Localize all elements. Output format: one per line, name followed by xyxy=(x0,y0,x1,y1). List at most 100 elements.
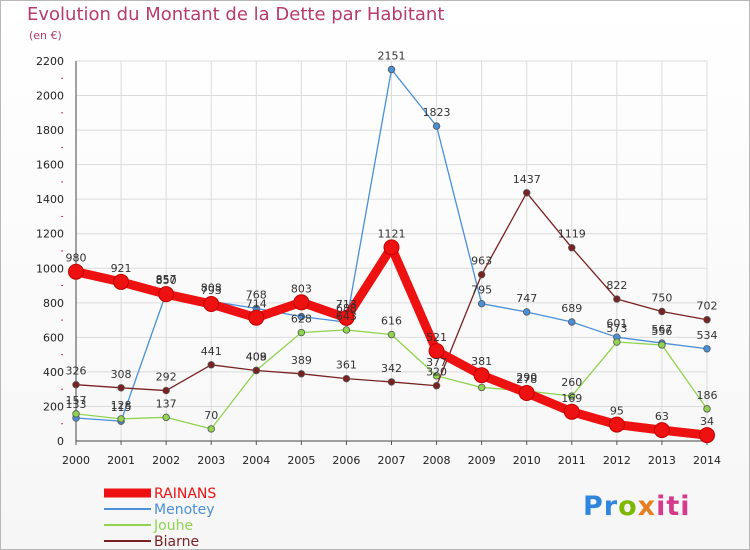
data-label: 803 xyxy=(291,282,312,295)
x-tick-label: 2009 xyxy=(468,454,496,467)
data-label: 408 xyxy=(246,351,267,364)
data-point xyxy=(203,296,220,313)
y-tick-label: 200 xyxy=(43,400,64,413)
data-point xyxy=(432,382,441,390)
legend-label: Menotey xyxy=(154,502,215,518)
y-tick-label: 2000 xyxy=(36,90,64,103)
y-tick-label: 800 xyxy=(43,297,64,310)
data-point xyxy=(613,295,621,303)
data-label: 290 xyxy=(516,371,537,384)
data-point xyxy=(252,366,260,375)
data-point xyxy=(117,415,125,423)
y-tick-label: 1800 xyxy=(36,124,64,137)
data-point xyxy=(653,422,670,439)
data-point xyxy=(207,361,215,369)
data-label: 157 xyxy=(66,394,87,407)
y-tick-label: 1000 xyxy=(36,262,64,275)
data-point xyxy=(703,345,711,353)
data-label: 628 xyxy=(291,313,312,326)
x-tick-label: 2012 xyxy=(603,454,631,467)
data-label: 1121 xyxy=(378,227,406,240)
data-label: 2151 xyxy=(378,49,406,62)
y-tick-label: 1600 xyxy=(36,159,64,172)
data-point xyxy=(428,343,445,360)
data-point xyxy=(293,294,310,311)
data-label: 260 xyxy=(561,376,582,389)
data-point xyxy=(518,384,535,401)
x-tick-label: 2010 xyxy=(513,454,541,467)
data-label: 980 xyxy=(66,252,87,265)
data-point xyxy=(703,405,711,413)
chart-title: Evolution du Montant de la Dette par Hab… xyxy=(27,4,445,25)
data-point xyxy=(432,122,441,130)
data-point xyxy=(162,386,170,395)
data-point xyxy=(383,239,400,256)
y-tick-label: 1200 xyxy=(36,228,64,241)
data-point xyxy=(477,270,486,279)
data-point xyxy=(703,316,711,324)
data-point xyxy=(568,392,576,400)
data-label: 795 xyxy=(471,284,492,297)
logo-part-1: Pr xyxy=(583,491,619,522)
x-tick-label: 2000 xyxy=(62,454,90,467)
data-label: 963 xyxy=(471,255,492,268)
data-point xyxy=(699,427,715,444)
data-point xyxy=(658,307,666,316)
data-label: 63 xyxy=(655,410,669,423)
data-point xyxy=(608,416,625,433)
data-point xyxy=(523,189,531,197)
data-label: 361 xyxy=(336,359,357,372)
data-label: 34 xyxy=(700,415,714,428)
data-label: 688 xyxy=(336,302,357,315)
data-point xyxy=(342,374,351,383)
data-label: 381 xyxy=(471,355,492,368)
data-point xyxy=(523,308,531,316)
data-label: 326 xyxy=(66,365,87,378)
data-point xyxy=(68,263,84,280)
data-point xyxy=(387,378,396,386)
x-tick-label: 2002 xyxy=(152,454,180,467)
legend-label: RAINANS xyxy=(154,486,216,502)
data-label: 857 xyxy=(156,273,177,286)
data-point xyxy=(568,244,576,252)
data-point xyxy=(158,286,175,303)
data-label: 169 xyxy=(561,392,582,405)
data-label: 713 xyxy=(336,298,357,311)
data-label: 808 xyxy=(201,281,222,294)
data-label: 133 xyxy=(66,398,87,411)
data-point xyxy=(563,403,580,420)
data-label: 750 xyxy=(651,291,672,304)
data-point xyxy=(297,312,306,321)
data-point xyxy=(72,380,80,389)
data-label: 186 xyxy=(697,389,718,402)
data-label: 573 xyxy=(606,322,627,335)
data-label: 308 xyxy=(111,368,132,381)
data-label: 137 xyxy=(156,397,177,410)
y-tick-label: 2200 xyxy=(36,55,64,68)
x-tick-label: 2008 xyxy=(423,454,451,467)
x-tick-label: 2007 xyxy=(378,454,406,467)
x-tick-label: 2003 xyxy=(197,454,225,467)
data-point xyxy=(473,367,490,384)
data-label: 601 xyxy=(606,317,627,330)
data-label: 128 xyxy=(111,399,132,412)
data-label: 278 xyxy=(516,373,537,386)
data-label: 768 xyxy=(246,288,267,301)
data-label: 643 xyxy=(336,310,357,323)
data-label: 1823 xyxy=(423,106,451,119)
data-label: 320 xyxy=(426,366,447,379)
data-label: 292 xyxy=(156,371,177,384)
logo-part-3: x xyxy=(637,491,657,522)
data-point xyxy=(297,370,306,378)
y-tick-label: 1400 xyxy=(36,193,64,206)
data-point xyxy=(477,383,486,392)
chart-unit-label: (en €) xyxy=(29,29,62,42)
data-point xyxy=(72,410,80,418)
data-label: 556 xyxy=(651,325,672,338)
data-label: 702 xyxy=(697,300,718,313)
data-point xyxy=(342,326,351,334)
y-tick-label: 0 xyxy=(57,435,64,448)
data-point xyxy=(613,338,621,346)
data-label: 822 xyxy=(606,279,627,292)
